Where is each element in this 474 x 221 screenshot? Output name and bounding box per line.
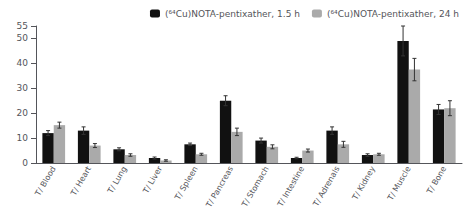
svg-text:(⁶⁴Cu)NOTA-pentixather, 24 h: (⁶⁴Cu)NOTA-pentixather, 24 h xyxy=(327,9,459,19)
svg-text:T/ Blood: T/ Blood xyxy=(33,165,58,199)
svg-text:T/ Intestine: T/ Intestine xyxy=(275,165,306,209)
svg-text:T/ Spleen: T/ Spleen xyxy=(173,165,200,203)
svg-text:T/ Adrenals: T/ Adrenals xyxy=(311,165,342,209)
svg-text:30: 30 xyxy=(17,83,29,93)
svg-text:T/ Liver: T/ Liver xyxy=(141,164,164,196)
svg-text:T/ Stomach: T/ Stomach xyxy=(240,165,271,210)
svg-text:40: 40 xyxy=(17,58,29,68)
svg-text:20: 20 xyxy=(17,108,29,118)
svg-text:50: 50 xyxy=(17,33,29,43)
svg-text:T/ Bone: T/ Bone xyxy=(425,165,449,197)
svg-text:T/ Kidney: T/ Kidney xyxy=(350,165,377,203)
svg-text:T/ Heart: T/ Heart xyxy=(69,165,93,198)
svg-text:T/ Muscle: T/ Muscle xyxy=(385,165,412,203)
svg-text:55: 55 xyxy=(17,21,28,31)
svg-text:0: 0 xyxy=(22,158,28,168)
svg-text:T/ Pancreas: T/ Pancreas xyxy=(204,165,235,210)
svg-text:(⁶⁴Cu)NOTA-pentixather, 1.5 h: (⁶⁴Cu)NOTA-pentixather, 1.5 h xyxy=(165,9,300,19)
svg-text:T/ Lung: T/ Lung xyxy=(106,165,129,196)
svg-text:10: 10 xyxy=(17,133,29,143)
